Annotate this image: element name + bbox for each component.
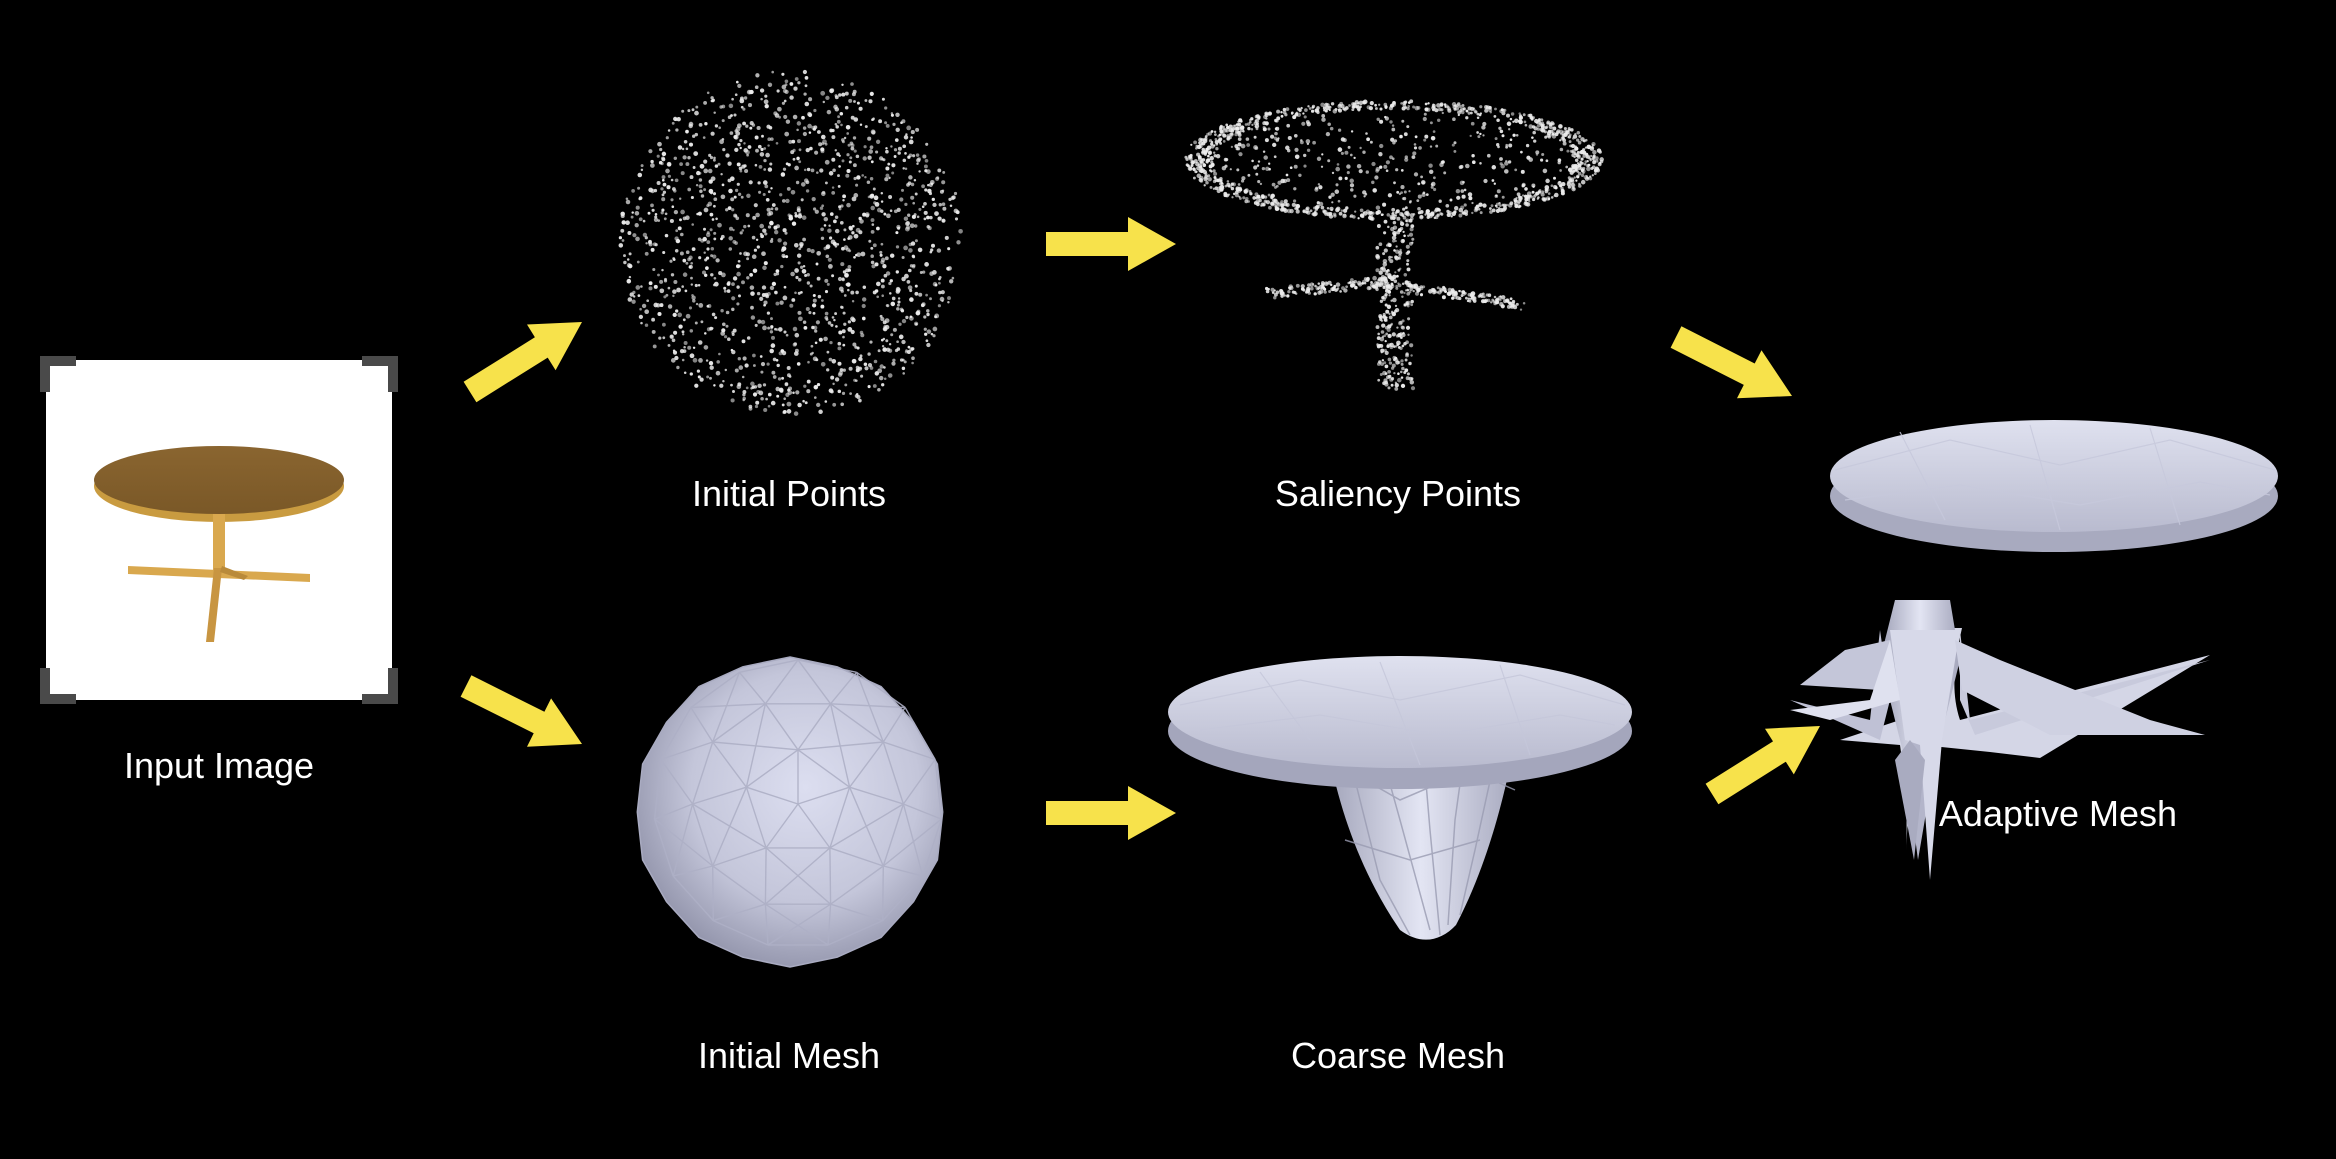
arrows (460, 217, 1820, 840)
arrow-input-to-initial-mesh (460, 675, 582, 747)
adaptive-mesh-label: Adaptive Mesh (1938, 793, 2178, 834)
input-image-node (40, 356, 398, 704)
sphere-point-cloud-icon (618, 69, 963, 416)
table-point-cloud-icon (1184, 99, 1604, 391)
arrow-initial-points-to-saliency-points (1046, 217, 1176, 271)
initial-mesh-label: Initial Mesh (697, 1035, 881, 1076)
saliency-points-label: Saliency Points (1274, 473, 1522, 514)
adaptive-table-mesh-icon (1790, 420, 2278, 880)
arrow-saliency-points-to-adaptive-mesh (1670, 326, 1792, 399)
coarse-mesh-label: Coarse Mesh (1290, 1035, 1506, 1076)
table-image-icon (94, 446, 344, 642)
coarse-table-mesh-icon (1168, 656, 1632, 940)
arrow-coarse-mesh-to-adaptive-mesh (1705, 726, 1820, 805)
input-image-label: Input Image (123, 745, 315, 786)
arrow-initial-mesh-to-coarse-mesh (1046, 786, 1176, 840)
icosphere-mesh-icon (636, 656, 944, 968)
initial-points-label: Initial Points (691, 473, 887, 514)
arrow-input-to-initial-points (463, 322, 582, 403)
frame-corner-brackets (40, 356, 398, 704)
